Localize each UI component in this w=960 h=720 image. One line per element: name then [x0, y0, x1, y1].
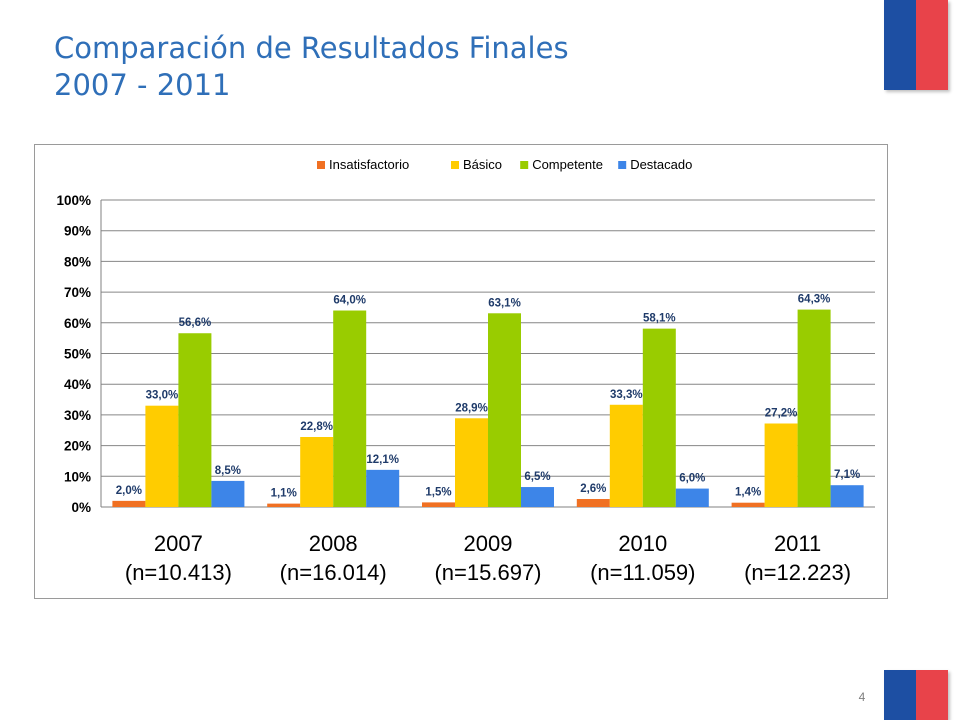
- y-tick-label: 90%: [64, 224, 91, 239]
- data-label: 8,5%: [215, 465, 241, 477]
- bar-destacado: [366, 469, 400, 507]
- bar-básico: [145, 405, 179, 507]
- bar-básico: [764, 423, 798, 507]
- x-category-label: 2008: [309, 531, 358, 556]
- bar-competente: [488, 313, 521, 507]
- chart-frame: 0% 10% 20% 30% 40% 50% 60% 70% 80% 90% 100% 2,0% 33,…: [34, 144, 888, 599]
- data-label: 6,5%: [524, 471, 550, 483]
- data-label: 2,6%: [580, 483, 606, 495]
- bar-destacado: [211, 480, 245, 507]
- legend-label: Competente: [532, 157, 603, 172]
- bar-destacado: [830, 485, 864, 507]
- bar-competente: [178, 333, 212, 507]
- legend-swatch-insatisfactorio: [317, 161, 325, 169]
- y-tick-label: 100%: [56, 193, 91, 208]
- bar-competente: [797, 309, 831, 507]
- x-category-sublabel: (n=12.223): [744, 560, 851, 585]
- legend-label: Básico: [463, 157, 502, 172]
- y-tick-label: 60%: [64, 316, 91, 331]
- data-label: 64,3%: [798, 294, 831, 306]
- y-tick-label: 80%: [64, 254, 91, 269]
- x-category-label: 2009: [464, 531, 513, 556]
- slide-title-line2: 2007 - 2011: [54, 68, 231, 102]
- data-label: 22,8%: [300, 421, 333, 433]
- legend-label: Destacado: [630, 157, 692, 172]
- bar-destacado: [675, 488, 709, 507]
- slide-title: Comparación de Resultados Finales 2007 -…: [54, 30, 569, 104]
- data-label: 1,5%: [425, 486, 451, 498]
- data-label: 12,1%: [366, 454, 399, 466]
- bar-insatisfactorio: [112, 500, 146, 507]
- data-label: 33,0%: [146, 390, 179, 402]
- x-category-label: 2011: [774, 531, 821, 556]
- x-category-sublabel: (n=11.059): [590, 560, 695, 585]
- data-label: 28,9%: [455, 402, 488, 414]
- legend-swatch-básico: [451, 161, 459, 169]
- data-label: 63,1%: [488, 297, 521, 309]
- x-category-sublabel: (n=15.697): [434, 560, 541, 585]
- bar-básico: [300, 437, 334, 507]
- bar-insatisfactorio: [731, 502, 765, 507]
- legend-label: Insatisfactorio: [329, 157, 409, 172]
- data-label: 6,0%: [679, 473, 705, 485]
- bar-chart: 0% 10% 20% 30% 40% 50% 60% 70% 80% 90% 100% 2,0% 33,…: [56, 157, 875, 585]
- x-category-sublabel: (n=16.014): [280, 560, 387, 585]
- data-label: 7,1%: [834, 469, 860, 481]
- bar-insatisfactorio: [422, 502, 455, 507]
- chile-flag-logo-bottom: [884, 670, 948, 720]
- y-tick-label: 30%: [64, 408, 91, 423]
- data-label: 2,0%: [116, 485, 142, 497]
- data-label: 1,4%: [735, 487, 761, 499]
- y-tick-label: 40%: [64, 377, 91, 392]
- data-label: 64,0%: [333, 295, 366, 307]
- y-tick-label: 70%: [64, 285, 91, 300]
- x-category-label: 2010: [618, 531, 667, 556]
- y-tick-label: 10%: [64, 469, 91, 484]
- data-label: 33,3%: [610, 389, 643, 401]
- legend-swatch-competente: [520, 161, 529, 169]
- bar-insatisfactorio: [576, 499, 610, 507]
- bar-destacado: [521, 487, 554, 507]
- data-label: 58,1%: [643, 313, 676, 325]
- bar-competente: [642, 328, 676, 507]
- chile-flag-logo-top: [884, 0, 948, 90]
- bar-insatisfactorio: [267, 503, 301, 507]
- data-label: 1,1%: [271, 488, 297, 500]
- bar-básico: [455, 418, 488, 507]
- x-category-sublabel: (n=10.413): [125, 560, 232, 585]
- y-tick-label: 20%: [64, 439, 91, 454]
- legend-swatch-destacado: [618, 161, 627, 169]
- page-number: 4: [858, 690, 866, 704]
- y-tick-label: 0%: [71, 500, 91, 515]
- x-category-label: 2007: [154, 531, 203, 556]
- slide-title-line1: Comparación de Resultados Finales: [54, 31, 569, 65]
- bar-básico: [609, 404, 643, 507]
- y-tick-label: 50%: [64, 347, 91, 362]
- bar-competente: [333, 310, 367, 507]
- data-label: 56,6%: [179, 317, 212, 329]
- data-label: 27,2%: [765, 407, 798, 419]
